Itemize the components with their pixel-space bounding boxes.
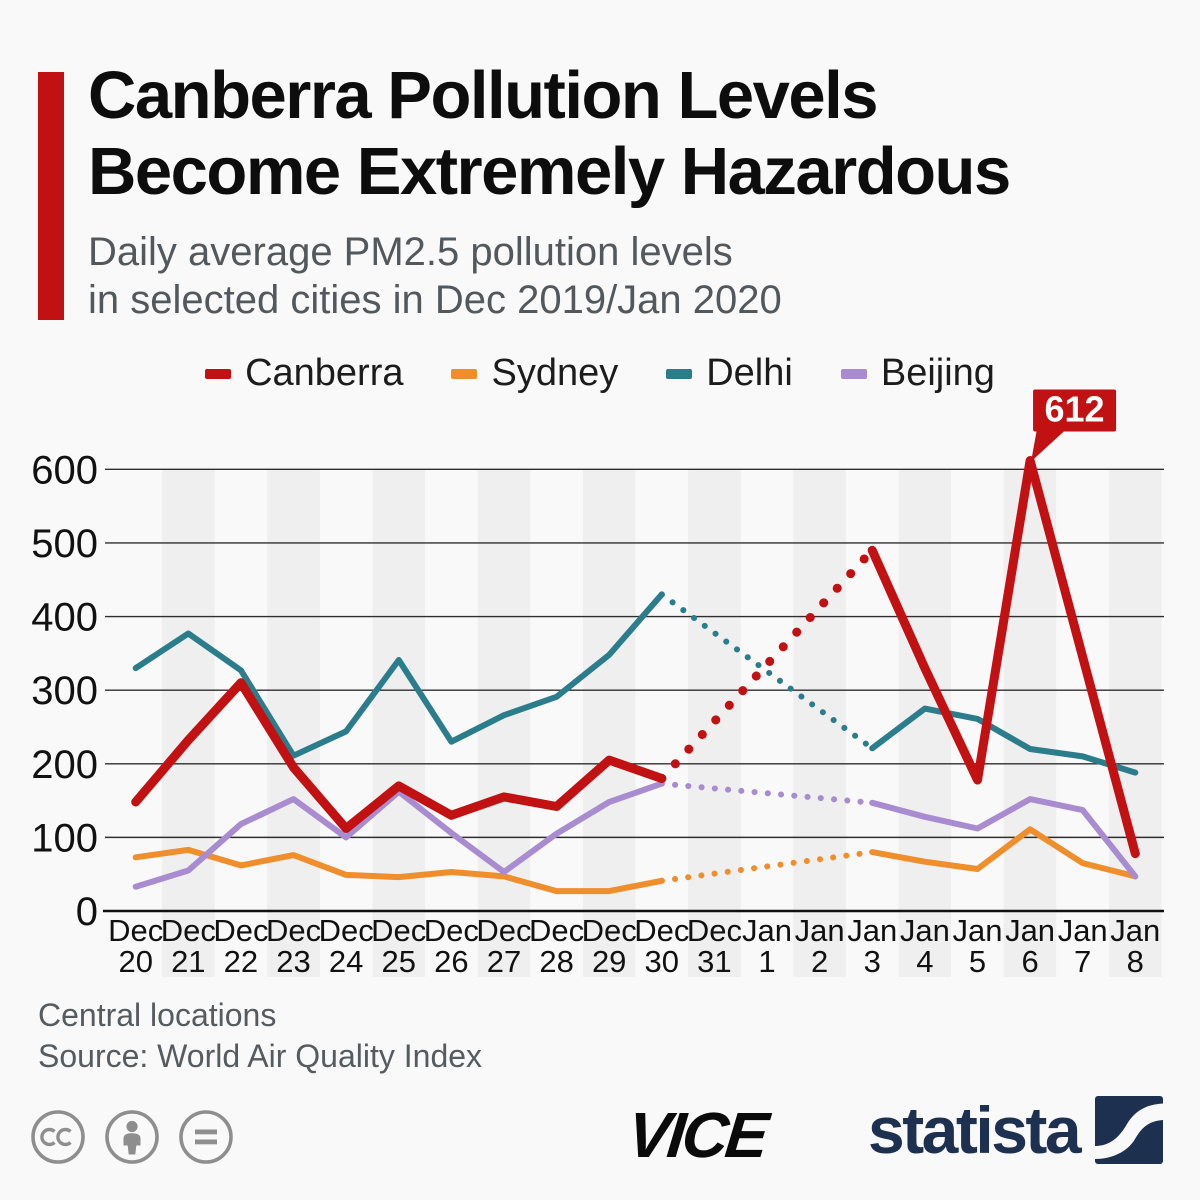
sydney-line — [869, 826, 1139, 880]
delhi-swatch-icon — [666, 368, 693, 379]
x-axis-label: Jan 3 — [847, 913, 897, 979]
delhi-line — [869, 705, 1139, 776]
sydney-dotted-line — [658, 849, 876, 884]
chart-subtitle: Daily average PM2.5 pollution levels in … — [88, 228, 782, 324]
delhi-line — [132, 591, 665, 759]
x-axis-label: Dec 31 — [687, 913, 742, 979]
legend-label-beijing: Beijing — [880, 352, 995, 394]
peak-callout-value: 612 — [1045, 388, 1105, 429]
source-line: Source: World Air Quality Index — [38, 1038, 483, 1074]
delhi-dotted-line — [658, 591, 876, 752]
canberra-dotted-line — [657, 545, 877, 783]
x-axis-label: Dec 21 — [161, 913, 216, 979]
title-accent-bar — [38, 72, 64, 320]
x-axis-label: Dec 27 — [476, 913, 531, 979]
x-axis-label: Dec 26 — [424, 913, 479, 979]
x-axis-label: Dec 23 — [266, 913, 321, 979]
beijing-swatch-icon — [840, 368, 867, 379]
title-line-1: Canberra Pollution Levels — [88, 58, 879, 133]
x-axis-label: Dec 29 — [582, 913, 637, 979]
x-axis-label: Jan 4 — [900, 913, 950, 979]
x-axis-label: Jan 7 — [1058, 913, 1108, 979]
legend-label-delhi: Delhi — [706, 352, 793, 394]
page-title: Canberra Pollution Levels Become Extreme… — [88, 58, 1011, 209]
y-axis-label: 500 — [31, 522, 98, 566]
y-axis-label: 300 — [31, 669, 98, 713]
y-axis-label: 100 — [31, 816, 98, 860]
column-band — [793, 469, 846, 977]
y-axis-label: 600 — [31, 448, 98, 492]
footnote-central-locations: Central locations — [38, 997, 277, 1033]
x-axis-label: Dec 28 — [529, 913, 584, 979]
title-line-2: Become Extremely Hazardous — [88, 133, 1011, 209]
legend-label-sydney: Sydney — [491, 352, 619, 394]
x-axis-label: Jan 1 — [742, 913, 792, 979]
column-band — [372, 469, 426, 977]
y-axis-label: 200 — [31, 743, 98, 787]
license-icons — [31, 1110, 233, 1164]
canberra-swatch-icon — [205, 368, 232, 379]
x-axis-label: Dec 24 — [319, 913, 374, 979]
legend-label-canberra: Canberra — [245, 352, 404, 394]
beijing-dotted-line — [658, 780, 876, 806]
legend-item-canberra: Canberra — [205, 352, 403, 395]
subtitle-line-2: in selected cities in Dec 2019/Jan 2020 — [88, 278, 782, 322]
x-axis-label: Jan 5 — [952, 913, 1002, 979]
x-axis-label: Dec 25 — [371, 913, 426, 979]
cc-attribution-icon — [105, 1110, 159, 1164]
x-axis-label: Dec 30 — [634, 913, 689, 979]
legend-item-sydney: Sydney — [451, 352, 618, 395]
chart-legend: Canberra Sydney Delhi Beijing — [0, 352, 1200, 395]
cc-icon — [31, 1110, 85, 1164]
peak-callout-box — [1033, 389, 1117, 432]
x-axis-label: Dec 22 — [213, 913, 268, 979]
x-axis-label: Dec 20 — [108, 913, 163, 979]
subtitle-line-1: Daily average PM2.5 pollution levels — [88, 230, 733, 274]
beijing-line — [869, 796, 1139, 880]
x-axis-label: Jan 8 — [1110, 913, 1160, 979]
cc-no-derivatives-icon — [179, 1110, 233, 1164]
canberra-line — [867, 456, 1140, 859]
sydney-swatch-icon — [451, 368, 478, 379]
chart-footnote: Central locations Source: World Air Qual… — [38, 995, 482, 1077]
statista-logo: statista — [868, 1093, 1164, 1167]
statista-logo-text: statista — [868, 1093, 1082, 1167]
statista-mark-icon — [1095, 1096, 1164, 1164]
x-axis-label: Jan 6 — [1005, 913, 1055, 979]
x-axis-label: Jan 2 — [795, 913, 845, 979]
y-axis-label: 0 — [76, 890, 98, 934]
canberra-line — [131, 678, 667, 833]
legend-item-delhi: Delhi — [666, 352, 793, 395]
beijing-line — [132, 780, 665, 890]
column-band — [582, 469, 636, 977]
legend-item-beijing: Beijing — [840, 352, 995, 395]
column-band — [1108, 469, 1162, 977]
peak-callout-tail — [1031, 428, 1068, 462]
sydney-line — [132, 846, 665, 895]
y-axis-label: 400 — [31, 596, 98, 640]
